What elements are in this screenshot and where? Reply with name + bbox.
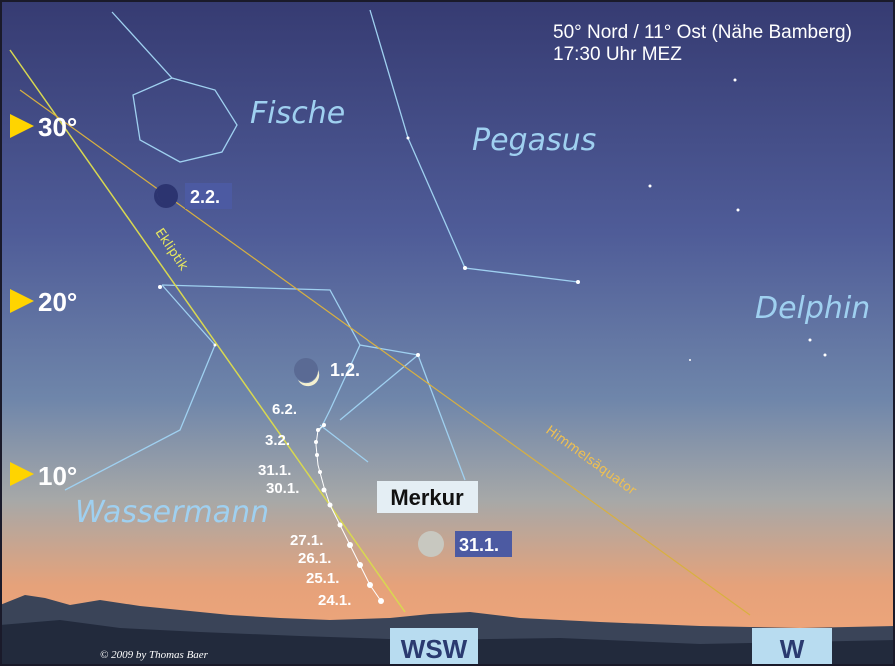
mercury-date: 31.1. [258, 462, 291, 479]
constellation-label: Delphin [755, 291, 870, 326]
altitude-label: 10° [38, 461, 77, 491]
direction-label: W [780, 634, 805, 664]
altitude-label: 30° [38, 112, 77, 142]
mercury-label: Merkur [390, 485, 464, 510]
constellation-label: Fische [250, 96, 345, 131]
direction-label: WSW [401, 634, 468, 664]
mercury-date: 30.1. [266, 480, 299, 497]
constellation-label: Wassermann [75, 495, 269, 530]
mercury-date: 25.1. [306, 570, 339, 587]
moon-label: 1.2. [330, 360, 360, 380]
header-location: 50° Nord / 11° Ost (Nähe Bamberg) [553, 22, 852, 43]
mercury-date: 27.1. [290, 532, 323, 549]
moon-label: 2.2. [190, 187, 220, 207]
header-time: 17:30 Uhr MEZ [553, 44, 682, 65]
sky-chart: Ekliptik Himmelsäquator 50° Nord / 11° O… [0, 0, 895, 666]
mercury-date: 24.1. [318, 592, 351, 609]
mercury-date: 6.2. [272, 401, 297, 418]
altitude-label: 20° [38, 287, 77, 317]
constellation-label: Pegasus [472, 123, 596, 158]
mercury-date: 26.1. [298, 550, 331, 567]
copyright: © 2009 by Thomas Baer [100, 649, 209, 661]
mercury-date: 3.2. [265, 432, 290, 449]
moon-label: 31.1. [459, 535, 499, 555]
